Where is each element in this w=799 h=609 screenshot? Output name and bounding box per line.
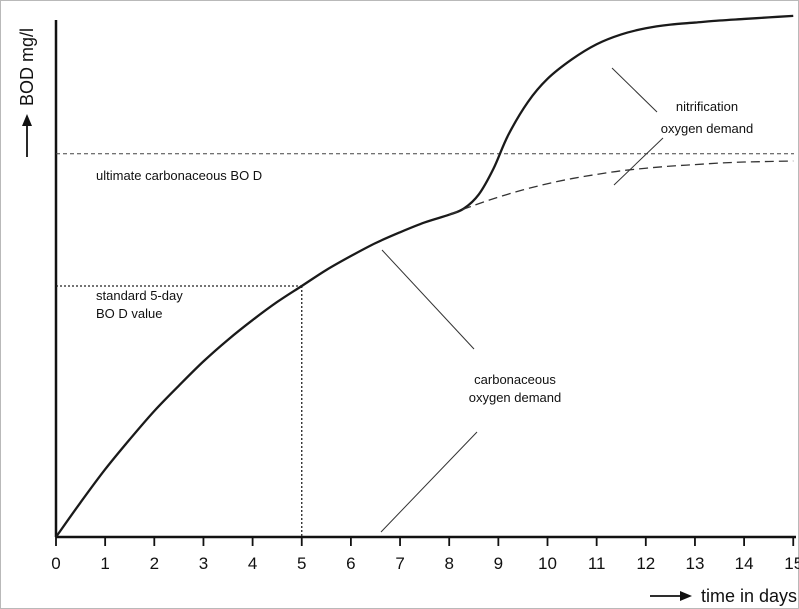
nitrification-label-line2: oxygen demand bbox=[661, 121, 754, 136]
y-axis-title: BOD mg/l bbox=[17, 28, 37, 106]
carbonaceous-label-line1: carbonaceous bbox=[474, 372, 556, 387]
x-tick-labels: 0 1 2 3 4 5 6 7 8 9 10 11 12 13 14 15 bbox=[51, 554, 799, 573]
nitrification-leader-upper bbox=[611, 67, 658, 113]
x-tick-label-10: 10 bbox=[538, 554, 557, 573]
x-axis-title: time in days bbox=[701, 586, 797, 606]
nitrification-label-line1: nitrification bbox=[676, 99, 738, 114]
series-total-bod-curve bbox=[55, 14, 794, 538]
x-tick-label-14: 14 bbox=[735, 554, 754, 573]
carbonaceous-leader-lower bbox=[380, 431, 478, 533]
nitrification-leader-lower bbox=[613, 137, 664, 186]
x-tick-label-5: 5 bbox=[297, 554, 306, 573]
ultimate-carbonaceous-bod-label: ultimate carbonaceous BO D bbox=[96, 168, 262, 183]
carbonaceous-label-line2: oxygen demand bbox=[469, 390, 562, 405]
x-tick-label-8: 8 bbox=[444, 554, 453, 573]
x-tick-label-1: 1 bbox=[100, 554, 109, 573]
carbonaceous-leader-upper bbox=[381, 249, 475, 350]
x-tick-label-13: 13 bbox=[685, 554, 704, 573]
x-axis-arrow-head bbox=[680, 591, 692, 601]
standard-5-day-label-line2: BO D value bbox=[96, 306, 162, 321]
standard-5-day-label-line1: standard 5-day bbox=[96, 288, 183, 303]
x-tick-label-12: 12 bbox=[636, 554, 655, 573]
x-axis-title-group: time in days bbox=[650, 586, 797, 606]
x-ticks bbox=[55, 537, 795, 546]
x-tick-label-15: 15 bbox=[784, 554, 799, 573]
x-tick-label-4: 4 bbox=[248, 554, 257, 573]
x-tick-label-11: 11 bbox=[588, 554, 606, 573]
x-tick-label-0: 0 bbox=[51, 554, 60, 573]
x-tick-label-6: 6 bbox=[346, 554, 355, 573]
y-axis-arrow-head bbox=[22, 114, 32, 126]
x-tick-label-2: 2 bbox=[150, 554, 159, 573]
series-carbonaceous-continuation-curve bbox=[448, 160, 794, 216]
x-tick-label-9: 9 bbox=[494, 554, 503, 573]
x-tick-label-3: 3 bbox=[199, 554, 208, 573]
x-tick-label-7: 7 bbox=[395, 554, 404, 573]
y-axis-title-group: BOD mg/l bbox=[17, 28, 37, 157]
